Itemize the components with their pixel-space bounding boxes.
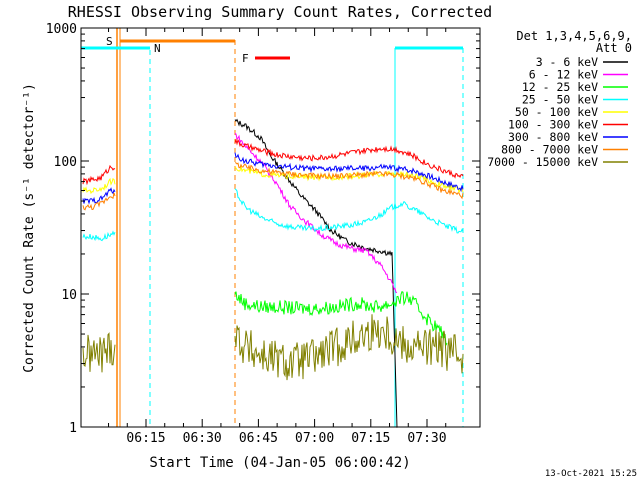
series-2 — [234, 291, 448, 347]
legend-label-0: 3 - 6 keV — [536, 55, 598, 69]
flag-label-f: F — [242, 52, 249, 65]
legend-header-line-1: Det 1,3,4,5,6,9, — [516, 29, 632, 43]
series-line-7 — [82, 162, 464, 211]
y-tick-label-0: 1 — [69, 421, 77, 436]
x-axis-label: Start Time (04-Jan-05 06:00:42) — [149, 455, 410, 471]
legend-label-8: 7000 - 15000 keV — [487, 155, 598, 169]
x-tick-label-3: 07:00 — [295, 431, 334, 446]
x-tick-label-1: 06:30 — [183, 431, 222, 446]
series-6 — [82, 152, 464, 205]
series-line-6 — [82, 152, 464, 205]
y-tick-label-2: 100 — [54, 155, 77, 170]
series-line-3 — [82, 188, 464, 242]
y-axis-label: Corrected Count Rate (s⁻¹ detector⁻¹) — [22, 83, 37, 373]
footer-timestamp: 13-Oct-2021 15:25 — [545, 469, 637, 479]
x-tick-label-2: 06:45 — [239, 431, 278, 446]
axes: 06:15 06:30 06:45 07:00 07:15 07:30 1 10 100 1000 — [46, 22, 480, 446]
series-line-2 — [234, 291, 448, 347]
series-line-8 — [82, 314, 464, 381]
series-line-5 — [82, 138, 464, 186]
flag-label-n: N — [154, 42, 161, 55]
chart-marks: S N F — [81, 28, 464, 427]
legend-label-5: 100 - 300 keV — [508, 118, 598, 132]
y-tick-label-3: 1000 — [46, 22, 77, 37]
plot-frame — [80, 27, 481, 428]
series-layer — [82, 118, 464, 428]
x-tick-label-0: 06:15 — [126, 431, 165, 446]
series-line-0 — [234, 118, 398, 428]
legend-label-7: 800 - 7000 keV — [501, 143, 598, 157]
legend-label-1: 6 - 12 keV — [529, 68, 598, 82]
series-5 — [82, 138, 464, 186]
legend-label-6: 300 - 800 keV — [508, 130, 598, 144]
legend-label-3: 25 - 50 keV — [522, 93, 598, 107]
legend-label-2: 12 - 25 keV — [522, 80, 598, 94]
series-4 — [82, 166, 464, 195]
series-7 — [82, 162, 464, 211]
x-tick-label-4: 07:15 — [351, 431, 390, 446]
x-tick-label-5: 07:30 — [407, 431, 446, 446]
y-tick-label-1: 10 — [61, 288, 77, 303]
series-line-4 — [82, 166, 464, 195]
flag-label-s: S — [106, 35, 113, 48]
series-0 — [234, 118, 398, 428]
chart-title: RHESSI Observing Summary Count Rates, Co… — [68, 3, 492, 21]
legend-header-line-2: Att 0 — [596, 41, 632, 55]
series-8 — [82, 314, 464, 381]
series-3 — [82, 188, 464, 242]
legend-label-4: 50 - 100 keV — [515, 105, 598, 119]
